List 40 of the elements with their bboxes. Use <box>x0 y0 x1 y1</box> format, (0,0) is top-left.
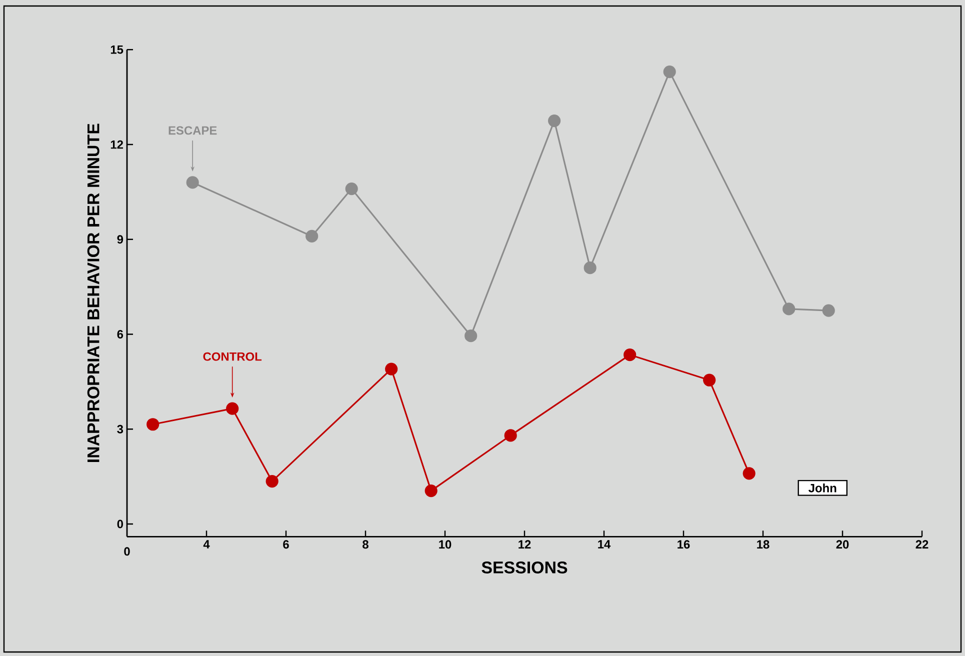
y-tick-label: 3 <box>117 424 124 434</box>
y-tick-label: 6 <box>117 330 124 338</box>
point <box>424 484 438 498</box>
text: ESCAPE <box>168 126 217 135</box>
x-tick-label: 20 <box>836 540 849 549</box>
text: CONTROL <box>203 352 262 361</box>
x-tick-label: 16 <box>678 540 690 549</box>
point <box>504 429 517 442</box>
y-tick-label: 9 <box>117 235 124 244</box>
y-tick-label: 12 <box>110 140 124 149</box>
point <box>464 330 478 342</box>
text: 0 <box>124 547 130 556</box>
x-tick-label: 4 <box>203 540 210 548</box>
point <box>584 262 596 274</box>
y-tick-label: 0 <box>117 520 123 528</box>
x-tick-label: 14 <box>598 540 611 548</box>
point <box>822 304 835 317</box>
point <box>742 467 756 480</box>
y-axis-title: INAPPROPRIATE BEHAVIOR PER MINUTE <box>87 124 100 462</box>
x-tick-label: 6 <box>283 540 289 549</box>
point <box>186 176 199 189</box>
point <box>385 362 398 376</box>
x-tick-label: 12 <box>518 540 531 549</box>
y-tick-label: 15 <box>110 45 124 54</box>
point <box>226 402 239 415</box>
point <box>782 302 796 316</box>
x-tick-label: 22 <box>916 540 928 549</box>
point <box>703 374 716 386</box>
point <box>306 230 318 243</box>
point <box>548 114 561 128</box>
point <box>266 475 278 488</box>
annotation: John <box>808 484 836 492</box>
point <box>624 348 636 362</box>
point <box>663 65 676 78</box>
point <box>345 182 358 196</box>
x-tick-label: 10 <box>439 540 452 549</box>
x-tick-label: 8 <box>362 540 368 549</box>
x-tick-label: 18 <box>757 540 770 549</box>
x-axis-title: SESSIONS <box>482 561 568 574</box>
point <box>146 418 160 431</box>
